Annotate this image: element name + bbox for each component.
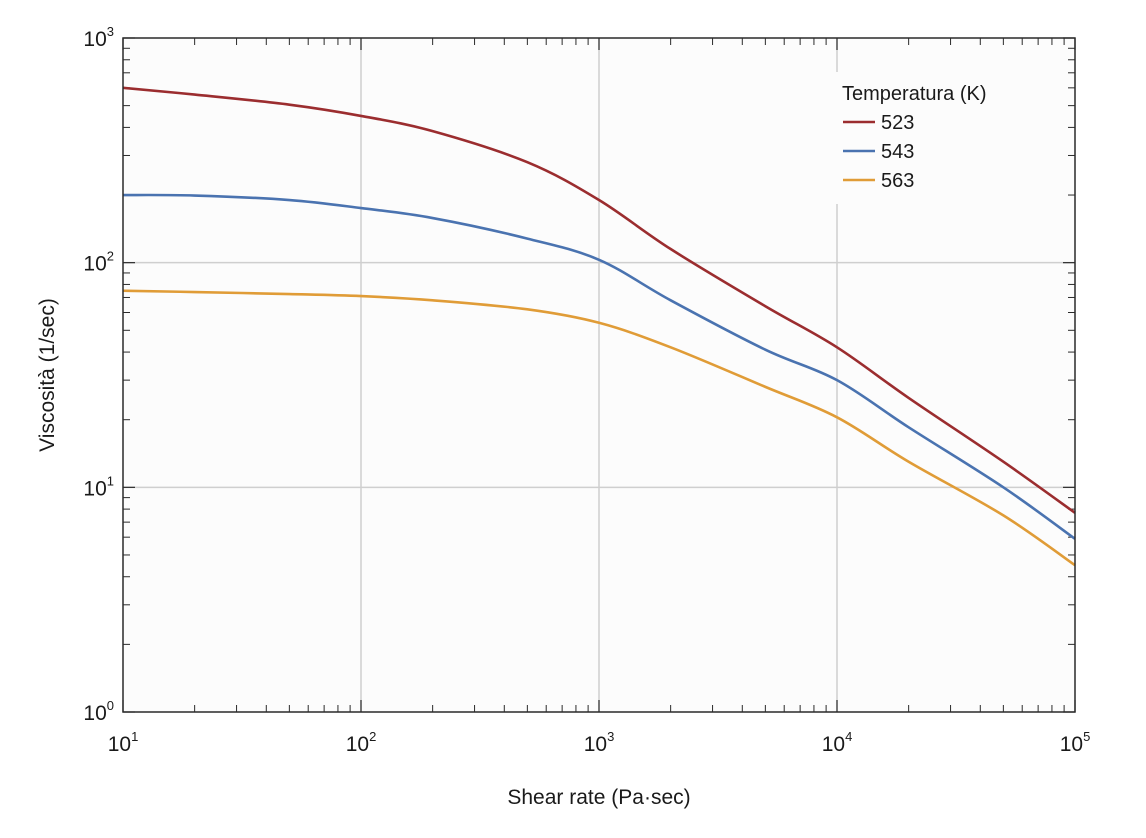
y-tick-label: 101 — [83, 473, 114, 500]
y-tick-labels: 100 101 102 103 — [83, 24, 114, 725]
series-line-563 — [122, 289, 1076, 567]
series-lines — [122, 86, 1076, 567]
legend-entries: 523 543 563 — [843, 112, 914, 192]
y-axis-label: Viscosità (1/sec) — [36, 298, 59, 452]
legend-label-563: 563 — [881, 170, 914, 192]
x-tick-label: 103 — [584, 729, 615, 756]
x-tick-label: 102 — [346, 729, 377, 756]
y-tick-label: 102 — [83, 249, 114, 276]
legend-title: Temperatura (K) — [842, 83, 987, 105]
y-tick-label: 103 — [83, 24, 114, 51]
x-tick-label: 101 — [108, 729, 139, 756]
legend-label-523: 523 — [881, 112, 914, 134]
legend-label-543: 543 — [881, 141, 914, 163]
legend-background — [836, 72, 1036, 204]
x-axis-label: Shear rate (Pa·sec) — [507, 786, 690, 809]
x-tick-labels: 101 102 103 104 105 — [108, 729, 1091, 756]
series-line-523 — [122, 86, 1076, 514]
legend: Temperatura (K) 523 543 563 — [836, 72, 1036, 204]
series-line-543 — [122, 193, 1076, 540]
plot-frame — [122, 37, 1076, 713]
x-tick-label: 105 — [1060, 729, 1091, 756]
y-tick-label: 100 — [83, 698, 114, 725]
x-tick-label: 104 — [822, 729, 853, 756]
